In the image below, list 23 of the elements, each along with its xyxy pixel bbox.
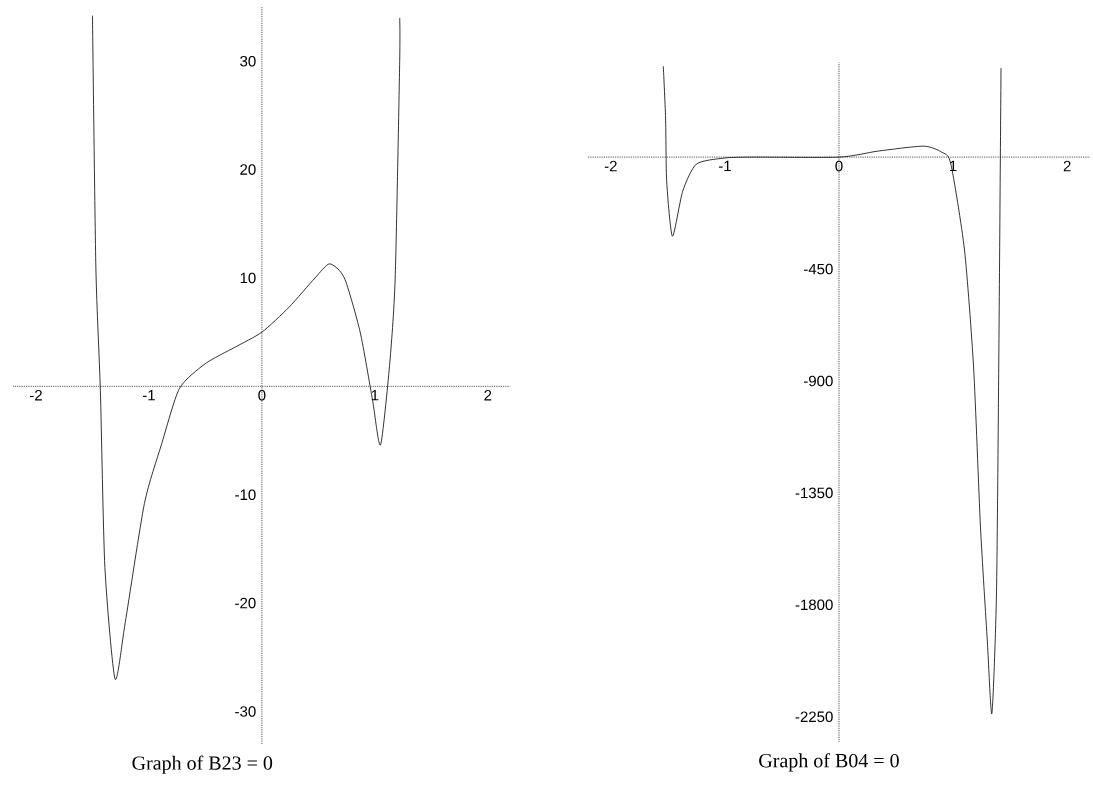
- x-tick-label: -2: [29, 390, 42, 401]
- y-tick-label: -900: [803, 375, 833, 387]
- x-tick-label: -2: [604, 160, 617, 172]
- x-tick-label: 0: [258, 390, 266, 401]
- y-tick-label: -30: [235, 706, 256, 717]
- x-tick-label: 2: [1063, 160, 1071, 172]
- x-tick-label: 2: [484, 390, 492, 401]
- y-tick-label: 10: [240, 272, 256, 284]
- y-tick-label: 20: [240, 164, 256, 175]
- x-tick-label: -1: [718, 160, 731, 172]
- text: Graph of B04 = 0: [759, 753, 899, 772]
- y-tick-label: -1800: [795, 599, 833, 611]
- x-tick-label: 1: [950, 160, 957, 172]
- x-tick-label: -1: [142, 390, 155, 401]
- y-tick-label: -20: [235, 597, 256, 609]
- x-tick-label: 1: [371, 390, 379, 401]
- y-tick-label: -1350: [795, 487, 833, 499]
- y-tick-label: -450: [803, 263, 833, 275]
- text: Graph of B23 = 0: [132, 755, 273, 774]
- y-tick-label: -10: [235, 489, 256, 501]
- x-tick-label: 0: [835, 160, 843, 172]
- y-tick-label: -2250: [795, 711, 833, 723]
- y-tick-label: 30: [240, 55, 256, 67]
